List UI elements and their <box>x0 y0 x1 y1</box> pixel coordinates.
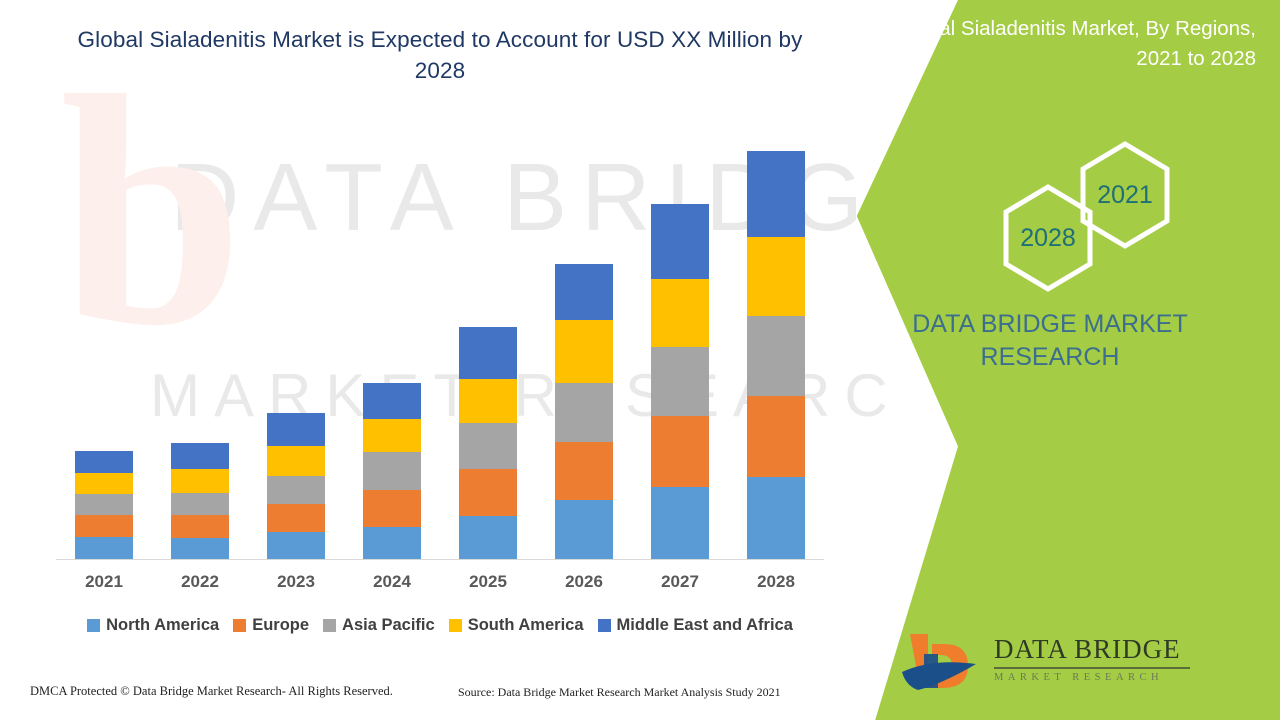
bar-group-2028 <box>747 151 805 560</box>
bar-segment <box>363 526 421 560</box>
legend-label: North America <box>106 616 220 634</box>
bar-segment <box>747 237 805 316</box>
legend-item-north-america[interactable]: North America <box>87 616 219 635</box>
chart-plot-area <box>56 140 824 560</box>
x-axis-label-2021: 2021 <box>85 572 123 591</box>
x-axis-label-2025: 2025 <box>469 572 507 591</box>
bar-segment <box>555 441 613 501</box>
hexagon-start-year: 2021 <box>1075 140 1175 250</box>
legend-swatch-icon <box>448 619 462 632</box>
bar-segment <box>267 413 325 447</box>
bar-segment <box>75 493 133 515</box>
legend-swatch-icon <box>323 619 337 632</box>
logo-title: DATA BRIDGE <box>994 634 1181 664</box>
watermark-b-letter: b <box>60 29 244 394</box>
bar-segment <box>555 500 613 560</box>
bar-segment <box>555 320 613 384</box>
brand-name-text: DATA BRIDGE MARKET RESEARCH <box>912 310 1188 371</box>
bar-segment <box>363 418 421 452</box>
legend-label: Asia Pacific <box>342 616 435 634</box>
x-axis-label-2024: 2024 <box>373 572 411 591</box>
bar-group-2023 <box>267 413 325 560</box>
copyright-text: DMCA Protected © Data Bridge Market Rese… <box>30 684 393 698</box>
bar-group-2021 <box>75 450 133 560</box>
chart-title: Global Sialadenitis Market is Expected t… <box>77 27 803 83</box>
bar-segment <box>459 422 517 470</box>
legend-label: Europe <box>252 616 310 634</box>
logo-subtitle: MARKET RESEARCH <box>994 671 1164 683</box>
company-logo: DATA BRIDGE MARKET RESEARCH <box>898 628 1238 698</box>
bar-group-2022 <box>171 442 229 560</box>
bar-segment <box>171 537 229 560</box>
x-axis-labels: 2021 2022 2023 2024 2025 2026 2027 2028 <box>56 572 824 602</box>
bar-segment <box>267 503 325 533</box>
bar-segment <box>267 476 325 504</box>
bar-group-2025 <box>459 326 517 560</box>
source-text: Source: Data Bridge Market Research Mark… <box>458 685 781 699</box>
bar-segment <box>171 442 229 470</box>
bar-segment <box>363 383 421 419</box>
hexagon-end-year-label: 2028 <box>1020 223 1076 252</box>
hexagon-end-year: 2028 <box>998 183 1098 293</box>
bar-segment <box>747 315 805 397</box>
chart-legend: North America Europe Asia Pacific South Ame… <box>56 616 824 635</box>
x-axis-label-2022: 2022 <box>181 572 219 591</box>
logo-divider <box>994 667 1190 669</box>
bar-group-2024 <box>363 383 421 560</box>
chart-panel: DATA BRIDGE MARKET RESEARCH b Global Sia… <box>30 27 900 699</box>
legend-label: Middle East and Africa <box>616 616 793 634</box>
bar-segment <box>747 396 805 478</box>
bar-segment <box>651 346 709 417</box>
bar-segment <box>75 472 133 494</box>
bar-segment <box>267 446 325 477</box>
brand-panel: Global Sialadenitis Market, By Regions, … <box>820 0 1280 720</box>
bar-segment <box>651 204 709 280</box>
bar-segment <box>171 514 229 538</box>
legend-item-europe[interactable]: Europe <box>233 616 309 635</box>
bar-group-2026 <box>555 263 613 560</box>
bar-segment <box>747 477 805 560</box>
bar-segment <box>171 492 229 515</box>
bar-segment <box>651 416 709 488</box>
x-axis-label-2027: 2027 <box>661 572 699 591</box>
bar-segment <box>555 383 613 442</box>
bar-segment <box>75 536 133 560</box>
panel-title: Global Sialadenitis Market, By Regions, … <box>895 17 1256 70</box>
legend-item-asia-pacific[interactable]: Asia Pacific <box>323 616 435 635</box>
legend-swatch-icon <box>597 619 611 632</box>
x-axis-label-2026: 2026 <box>565 572 603 591</box>
bar-segment <box>459 378 517 423</box>
x-axis-line <box>56 559 824 560</box>
legend-swatch-icon <box>233 619 247 632</box>
bar-segment <box>267 532 325 560</box>
bar-group-2027 <box>651 204 709 560</box>
bar-segment <box>459 515 517 560</box>
legend-item-south-america[interactable]: South America <box>448 616 584 635</box>
bar-segment <box>651 279 709 347</box>
bar-segment <box>363 451 421 491</box>
bar-segment <box>459 469 517 516</box>
bar-segment <box>747 151 805 238</box>
logo-wordmark: DATA BRIDGE MARKET RESEARCH <box>994 634 1190 683</box>
bar-segment <box>171 469 229 493</box>
hexagon-start-year-label: 2021 <box>1097 180 1153 209</box>
bar-segment <box>459 326 517 379</box>
data-bridge-b-logo-icon <box>898 628 988 694</box>
bar-segment <box>75 450 133 473</box>
bar-segment <box>651 487 709 560</box>
bar-segment <box>363 490 421 527</box>
legend-swatch-icon <box>87 619 101 632</box>
x-axis-label-2028: 2028 <box>757 572 795 591</box>
legend-item-middle-east-and-africa[interactable]: Middle East and Africa <box>597 616 793 635</box>
bar-segment <box>75 514 133 537</box>
legend-label: South America <box>467 616 584 634</box>
x-axis-label-2023: 2023 <box>277 572 315 591</box>
green-background-shape <box>856 0 1280 720</box>
bar-segment <box>555 263 613 321</box>
